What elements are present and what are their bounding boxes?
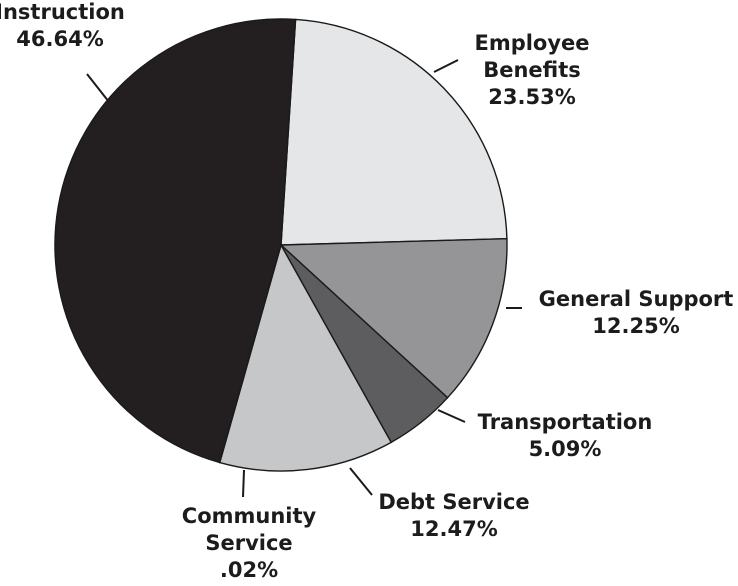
leader-line-debt-service — [349, 467, 373, 496]
leader-line-community-service — [242, 469, 245, 498]
slice-label-line: Debt Service — [378, 490, 529, 514]
leader-line-transportation — [437, 409, 466, 423]
slice-label-line: 12.47% — [410, 517, 497, 541]
pie-slice-debt-service — [218, 243, 393, 472]
slice-label-line: Employee — [474, 31, 589, 55]
pie-slice-general-support — [279, 238, 508, 399]
slice-label-line: Instruction — [0, 0, 125, 24]
slice-label-line: 12.25% — [592, 314, 679, 338]
slice-label-line: .02% — [220, 558, 278, 582]
slice-label-instruction: Instruction 46.64% — [0, 0, 125, 51]
slice-label-line: Community — [182, 504, 317, 528]
slice-label-line: 23.53% — [488, 85, 575, 109]
leader-line-instruction — [86, 73, 110, 103]
slice-label-debt-service: Debt Service 12.47% — [378, 490, 529, 541]
slice-label-line: Transportation — [478, 410, 653, 434]
slice-label-community-service: Community Service .02% — [182, 504, 317, 582]
slice-label-transportation: Transportation 5.09% — [478, 410, 653, 461]
slice-label-line: 5.09% — [529, 437, 602, 461]
leader-line-employee-benefits — [433, 59, 459, 73]
slice-label-general-support: General Support 12.25% — [539, 287, 734, 338]
pie-slice-employee-benefits — [280, 18, 508, 246]
slice-label-line: General Support — [539, 287, 734, 311]
leader-lines — [86, 59, 522, 498]
pie-slices — [54, 18, 508, 472]
pie-slice-instruction — [54, 18, 297, 464]
slice-label-employee-benefits: Employee Benefits 23.53% — [474, 31, 589, 109]
slice-label-line: Service — [205, 531, 292, 555]
slice-label-line: 46.64% — [16, 27, 103, 51]
slice-label-line: Benefits — [483, 58, 581, 82]
